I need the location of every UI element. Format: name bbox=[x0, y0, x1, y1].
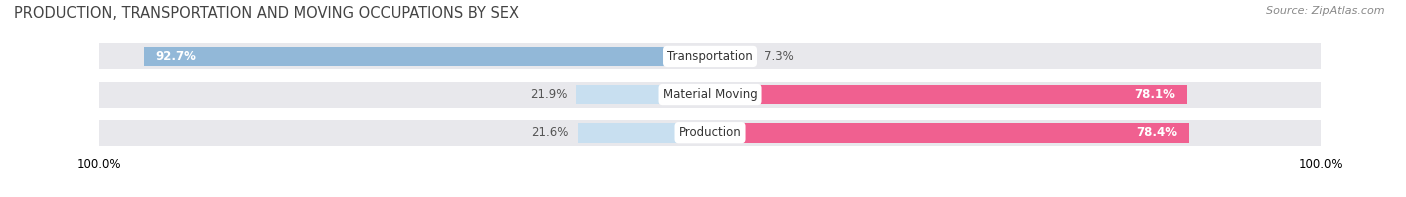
Text: 78.1%: 78.1% bbox=[1135, 88, 1175, 101]
Bar bbox=[710, 123, 1189, 143]
Text: Transportation: Transportation bbox=[668, 50, 752, 63]
Bar bbox=[143, 46, 710, 66]
Bar bbox=[98, 120, 1322, 146]
Bar bbox=[98, 82, 1322, 108]
Text: Material Moving: Material Moving bbox=[662, 88, 758, 101]
Bar bbox=[576, 85, 710, 104]
Text: Source: ZipAtlas.com: Source: ZipAtlas.com bbox=[1267, 6, 1385, 16]
Bar bbox=[710, 46, 755, 66]
Text: 21.9%: 21.9% bbox=[530, 88, 567, 101]
Text: 7.3%: 7.3% bbox=[763, 50, 793, 63]
Bar bbox=[98, 44, 1322, 69]
Text: 92.7%: 92.7% bbox=[156, 50, 197, 63]
Bar bbox=[578, 123, 710, 143]
Bar bbox=[710, 85, 1187, 104]
Text: 21.6%: 21.6% bbox=[531, 126, 569, 139]
Text: Production: Production bbox=[679, 126, 741, 139]
Text: 78.4%: 78.4% bbox=[1136, 126, 1177, 139]
Text: PRODUCTION, TRANSPORTATION AND MOVING OCCUPATIONS BY SEX: PRODUCTION, TRANSPORTATION AND MOVING OC… bbox=[14, 6, 519, 21]
